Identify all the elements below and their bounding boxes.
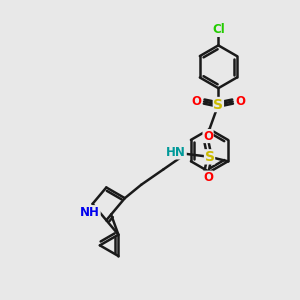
Text: S: S bbox=[213, 98, 224, 112]
Text: O: O bbox=[235, 95, 245, 108]
Text: O: O bbox=[203, 130, 213, 142]
Text: HN: HN bbox=[166, 146, 186, 159]
Text: O: O bbox=[203, 171, 213, 184]
Text: O: O bbox=[192, 95, 202, 108]
Text: Cl: Cl bbox=[212, 23, 225, 36]
Text: NH: NH bbox=[80, 206, 100, 219]
Text: S: S bbox=[205, 150, 214, 164]
